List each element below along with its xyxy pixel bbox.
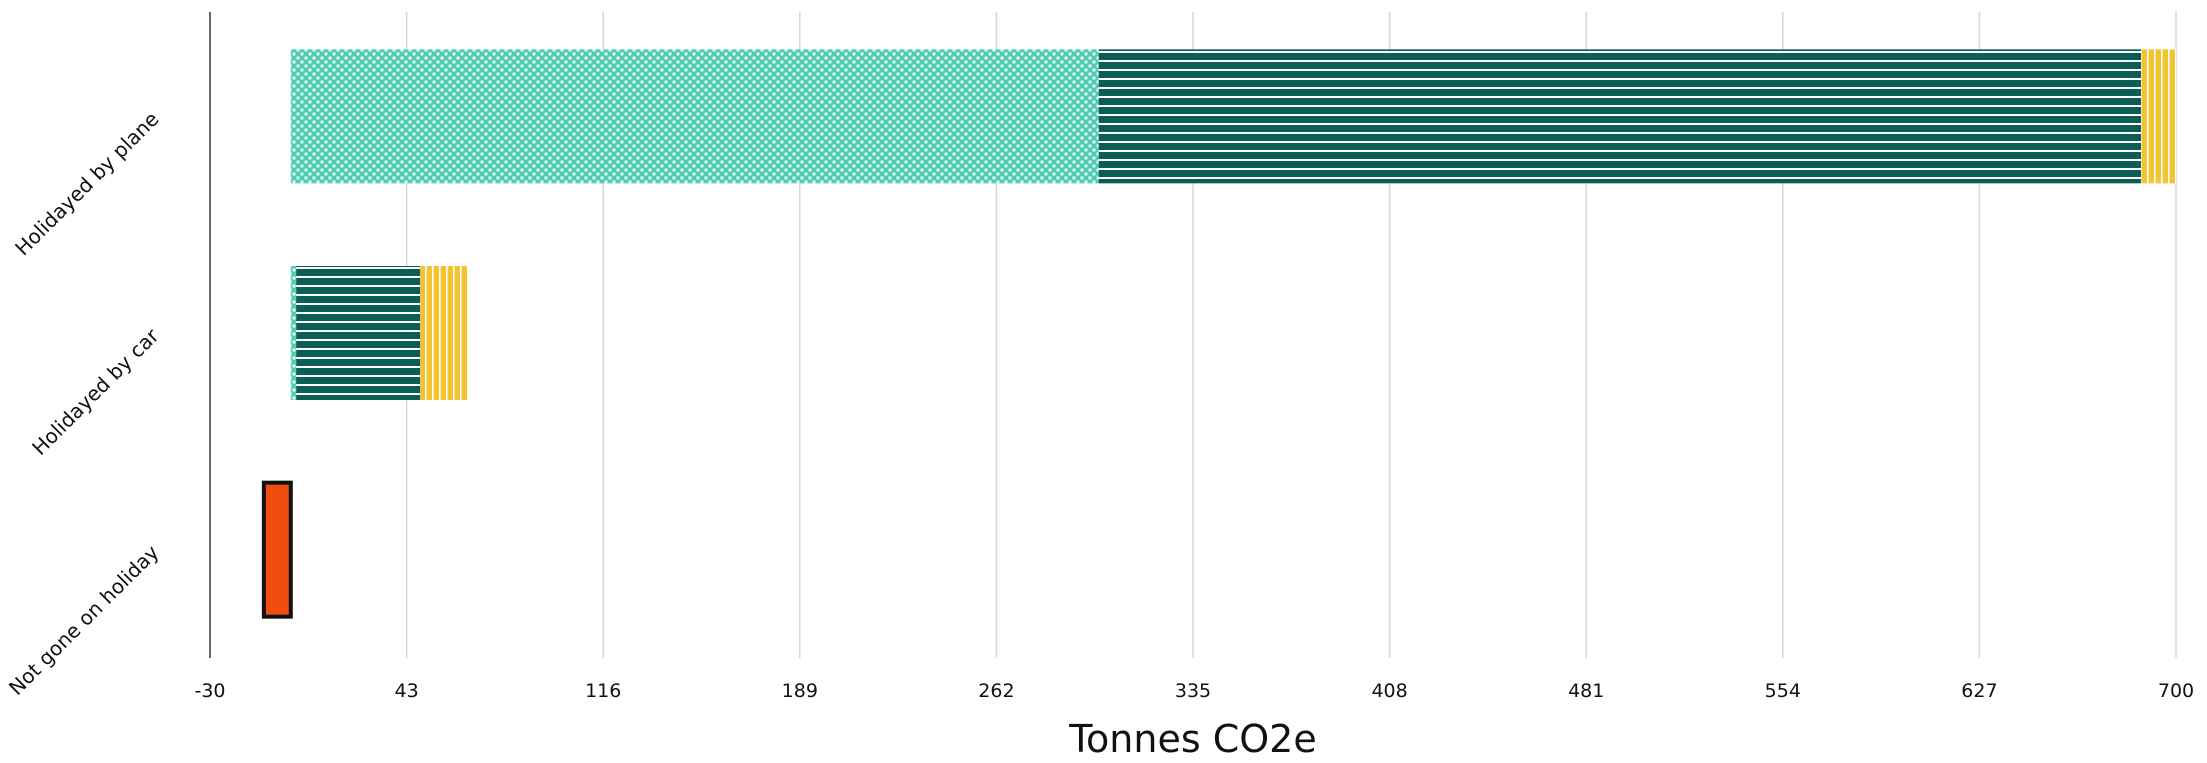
x-tick-label: 481: [1568, 680, 1604, 702]
bars: [261, 49, 2176, 619]
bar-segment: [296, 266, 421, 400]
x-tick-label: 189: [782, 680, 818, 702]
x-tick-label: 627: [1961, 680, 1997, 702]
x-tick-label: 554: [1765, 680, 1801, 702]
x-tick-label: 408: [1371, 680, 1407, 702]
bar-segment: [261, 480, 293, 619]
bar-segment: [290, 266, 297, 400]
x-tick-label: 700: [2158, 680, 2194, 702]
x-tick-label: 43: [395, 680, 419, 702]
x-tick-label: 335: [1175, 680, 1211, 702]
category-labels: Holidayed by plane Holidayed by car Not go…: [4, 107, 164, 700]
bar-segment: [420, 266, 469, 400]
x-tick-labels: -30 43 116 189 262 335 408 481 554 627 700: [194, 680, 2194, 702]
category-label: Not gone on holiday: [4, 540, 164, 700]
category-label: Holidayed by car: [27, 323, 164, 460]
bar-segment: [290, 49, 1099, 184]
x-tick-label: 116: [585, 680, 621, 702]
category-label: Holidayed by plane: [10, 107, 163, 260]
bar-segment: [1098, 49, 2141, 184]
x-tick-label: 262: [978, 680, 1014, 702]
bar-segment: [2140, 49, 2176, 184]
x-axis-title: Tonnes CO2e: [1068, 717, 1316, 761]
x-tick-label: -30: [194, 680, 225, 702]
